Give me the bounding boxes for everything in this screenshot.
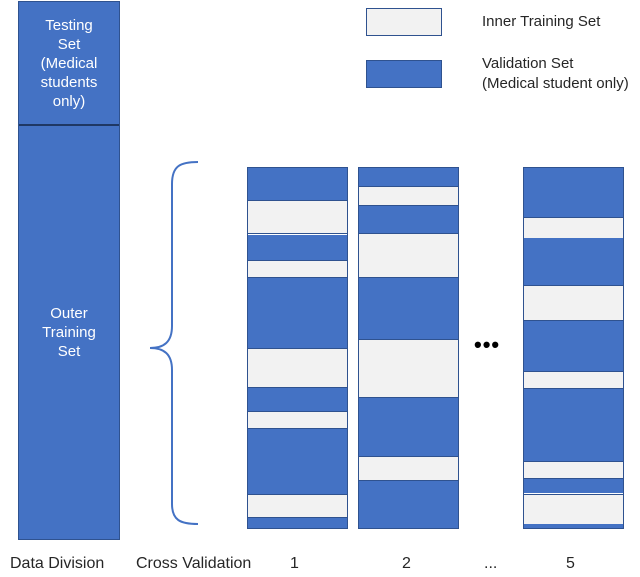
validation-segment	[524, 479, 623, 493]
validation-segment	[359, 206, 458, 233]
fold-2-caption: 2	[402, 555, 411, 572]
inner-training-segment	[248, 260, 347, 278]
testing-set-label: Testing Set (Medical students only)	[40, 16, 98, 110]
validation-segment	[359, 278, 458, 339]
validation-segment	[524, 321, 623, 371]
inner-training-segment	[248, 348, 347, 388]
inner-training-segment	[524, 285, 623, 321]
fold-2-column	[358, 167, 459, 529]
validation-segment	[524, 238, 623, 285]
validation-segment	[359, 481, 458, 528]
fold-5-caption: 5	[566, 555, 575, 572]
legend-inner-swatch	[366, 8, 442, 36]
more-folds-dots: •••	[474, 332, 501, 357]
outer-training-set-block: Outer Training Set	[19, 126, 119, 539]
legend-inner-label: Inner Training Set	[482, 13, 601, 30]
inner-training-segment	[524, 494, 623, 525]
fold-1-column	[247, 167, 348, 529]
validation-segment	[248, 235, 347, 260]
inner-training-segment	[524, 217, 623, 239]
inner-training-segment	[248, 200, 347, 234]
cross-validation-caption: Cross Validation	[136, 555, 252, 572]
validation-segment	[359, 398, 458, 456]
fold-1-caption: 1	[290, 555, 299, 572]
outer-training-set-label: Outer Training Set	[42, 305, 96, 360]
validation-segment	[524, 389, 623, 461]
inner-training-segment	[359, 339, 458, 398]
validation-segment	[248, 388, 347, 411]
validation-segment	[248, 429, 347, 494]
data-division-caption: Data Division	[10, 555, 105, 572]
inner-training-segment	[248, 494, 347, 518]
legend-validation-swatch	[366, 60, 442, 88]
inner-training-segment	[248, 411, 347, 429]
inner-training-segment	[359, 186, 458, 206]
inner-training-segment	[524, 461, 623, 479]
inner-training-segment	[359, 233, 458, 278]
legend-validation-label: Validation Set (Medical student only)	[482, 55, 629, 92]
inner-training-segment	[524, 371, 623, 389]
data-division-column: Testing Set (Medical students only) Oute…	[18, 1, 120, 540]
validation-segment	[359, 168, 458, 186]
curly-brace	[149, 161, 199, 525]
validation-segment	[524, 168, 623, 217]
ellipsis-caption: ...	[484, 555, 498, 572]
validation-segment	[248, 168, 347, 200]
validation-segment	[248, 518, 347, 528]
fold-5-column	[523, 167, 624, 529]
testing-set-block: Testing Set (Medical students only)	[19, 2, 119, 126]
validation-segment	[248, 278, 347, 348]
validation-segment	[524, 524, 623, 528]
inner-training-segment	[359, 456, 458, 481]
